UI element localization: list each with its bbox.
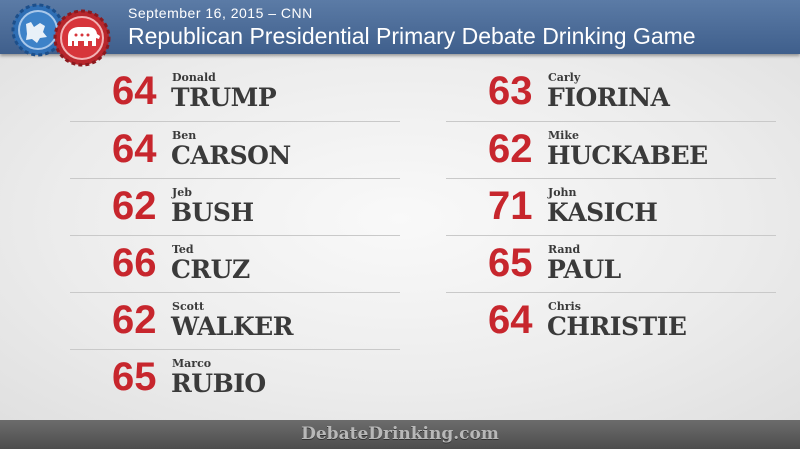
candidate-row: 62 Scott WALKER bbox=[70, 292, 400, 349]
candidate-score: 65 bbox=[112, 355, 157, 399]
candidate-first-name: Scott bbox=[172, 300, 205, 313]
candidate-row: 66 Ted CRUZ bbox=[70, 235, 400, 292]
candidate-first-name: Jeb bbox=[172, 186, 192, 199]
candidate-last-name: HUCKABEE bbox=[547, 141, 708, 170]
candidate-row: 64 Donald TRUMP bbox=[70, 64, 400, 121]
candidate-last-name: KASICH bbox=[547, 198, 658, 227]
candidate-score: 65 bbox=[488, 241, 533, 285]
candidate-row: 62 Jeb BUSH bbox=[70, 178, 400, 235]
candidate-first-name: Marco bbox=[172, 357, 212, 370]
red-elephant-bottle-cap-icon bbox=[53, 9, 111, 67]
candidate-first-name: Carly bbox=[548, 71, 581, 84]
candidate-row: 65 Rand PAUL bbox=[446, 235, 776, 292]
candidate-last-name: PAUL bbox=[547, 255, 621, 284]
left-column: 64 Donald TRUMP 64 Ben CARSON 62 Jeb BUS… bbox=[70, 64, 400, 406]
footer-site-link[interactable]: DebateDrinking.com bbox=[301, 424, 499, 444]
candidate-first-name: Mike bbox=[548, 129, 579, 142]
candidate-score: 62 bbox=[112, 298, 157, 342]
candidate-last-name: WALKER bbox=[171, 312, 294, 341]
bottle-caps-logo bbox=[11, 3, 111, 67]
candidate-row: 64 Chris CHRISTIE bbox=[446, 292, 776, 349]
candidate-first-name: John bbox=[548, 186, 577, 199]
footer-bar: DebateDrinking.com bbox=[0, 420, 800, 449]
date-line: September 16, 2015 – CNN bbox=[128, 5, 313, 21]
candidate-score: 64 bbox=[488, 298, 533, 342]
candidate-last-name: TRUMP bbox=[171, 83, 277, 112]
candidate-last-name: BUSH bbox=[171, 198, 254, 227]
candidate-score: 63 bbox=[488, 69, 533, 113]
candidate-last-name: RUBIO bbox=[171, 369, 266, 398]
candidate-row: 62 Mike HUCKABEE bbox=[446, 121, 776, 178]
candidate-score: 62 bbox=[488, 127, 533, 171]
candidate-first-name: Chris bbox=[548, 300, 581, 313]
right-column: 63 Carly FIORINA 62 Mike HUCKABEE 71 Joh… bbox=[446, 64, 776, 349]
candidate-row: 71 John KASICH bbox=[446, 178, 776, 235]
candidate-row: 65 Marco RUBIO bbox=[70, 349, 400, 406]
candidate-row: 64 Ben CARSON bbox=[70, 121, 400, 178]
candidate-score: 71 bbox=[488, 184, 533, 228]
candidate-first-name: Ben bbox=[172, 129, 197, 142]
candidate-score: 66 bbox=[112, 241, 157, 285]
candidate-last-name: FIORINA bbox=[547, 83, 670, 112]
page-title: Republican Presidential Primary Debate D… bbox=[128, 23, 696, 49]
candidate-first-name: Ted bbox=[172, 243, 194, 256]
candidate-row: 63 Carly FIORINA bbox=[446, 64, 776, 121]
candidate-last-name: CRUZ bbox=[171, 255, 250, 284]
candidate-score: 62 bbox=[112, 184, 157, 228]
candidate-first-name: Donald bbox=[172, 71, 216, 84]
candidate-last-name: CHRISTIE bbox=[547, 312, 687, 341]
candidate-score: 64 bbox=[112, 69, 157, 113]
candidate-first-name: Rand bbox=[548, 243, 581, 256]
header-bar: September 16, 2015 – CNN Republican Pres… bbox=[0, 0, 800, 54]
scoreboard: 64 Donald TRUMP 64 Ben CARSON 62 Jeb BUS… bbox=[0, 54, 800, 420]
candidate-last-name: CARSON bbox=[171, 141, 291, 170]
candidate-score: 64 bbox=[112, 127, 157, 171]
